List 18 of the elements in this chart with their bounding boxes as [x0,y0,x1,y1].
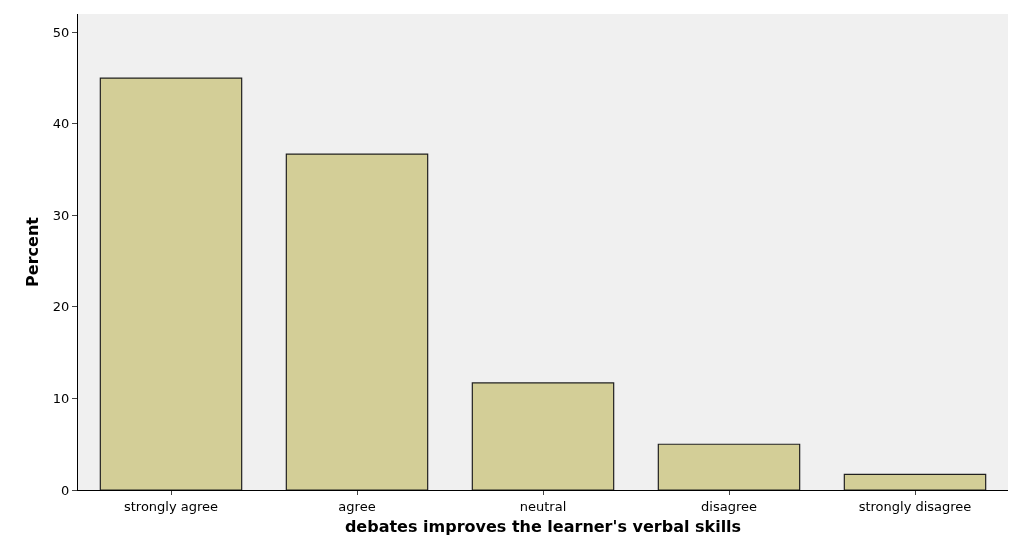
bar [657,443,801,490]
y-tick-label: 0 [61,482,70,498]
y-tick-label: 20 [52,299,70,315]
y-tick-label: 30 [52,207,70,223]
y-tick-label: 10 [52,391,70,407]
bar [99,77,243,490]
x-tick-label: disagree [701,498,757,514]
bar [471,382,615,490]
x-tick-label: strongly disagree [858,498,972,514]
x-tick-label: strongly agree [123,498,219,514]
bar [843,473,987,490]
y-tick-label: 50 [52,24,70,40]
x-axis-title: debates improves the learner's verbal skills [344,517,742,537]
bar [285,153,429,490]
x-tick-label: neutral [519,498,567,514]
x-tick-label: agree [338,498,376,514]
y-axis-title: Percent [22,216,42,287]
y-tick-label: 40 [52,116,70,132]
